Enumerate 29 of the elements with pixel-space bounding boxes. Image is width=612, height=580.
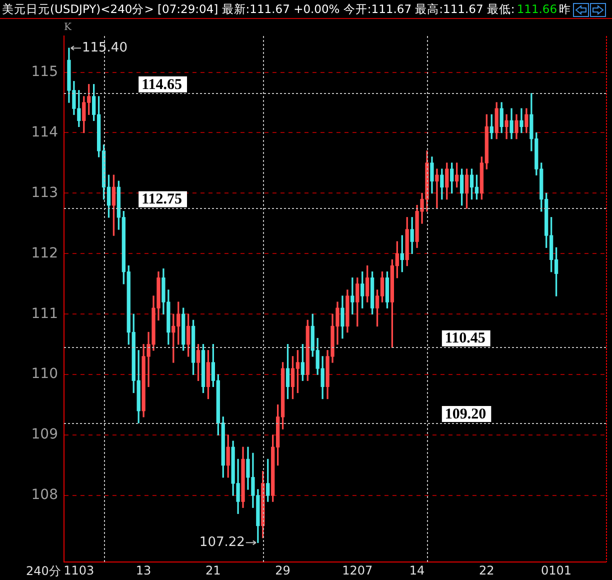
- y-tick-label: 112: [31, 245, 58, 262]
- y-tick-label: 113: [31, 184, 58, 201]
- y-tick-label: 114: [31, 124, 58, 140]
- x-tick-label: 1207: [342, 563, 373, 578]
- x-tick-label: 22: [479, 563, 494, 578]
- ref-line-label: 109.20: [444, 406, 486, 422]
- x-tick-label: 14: [409, 563, 425, 578]
- text: K: [64, 22, 72, 33]
- x-tick-label: 13: [136, 563, 152, 578]
- ref-line-label: 110.45: [444, 330, 486, 347]
- text: 昨: [559, 2, 572, 16]
- x-tick-label: 0101: [541, 563, 572, 578]
- y-tick-label: 115: [31, 64, 58, 80]
- candlestick: [520, 108, 524, 134]
- y-tick-label: 109: [31, 426, 58, 443]
- chart-subtitle: 111.66: [516, 2, 558, 16]
- ref-line-label: 112.75: [142, 192, 182, 208]
- ref-line-label: 114.65: [142, 76, 182, 93]
- text: 240分: [26, 563, 61, 580]
- y-tick-label: 108: [31, 487, 58, 504]
- candlestick: [435, 168, 439, 209]
- x-tick-label: 1103: [64, 563, 94, 578]
- x-tick-label: 29: [275, 563, 290, 578]
- annotation: 115.40: [82, 40, 128, 56]
- x-tick-label: 21: [206, 563, 221, 578]
- y-tick-label: 110: [31, 366, 58, 382]
- y-tick-label: 111: [31, 306, 58, 322]
- chart-title: 美元日元(USDJPY)<240分> [07:29:04] 最新:111.67 +0.00% 今开:111.67 最高:111.67 最低:: [2, 2, 515, 16]
- annotation: 107.22: [199, 535, 245, 550]
